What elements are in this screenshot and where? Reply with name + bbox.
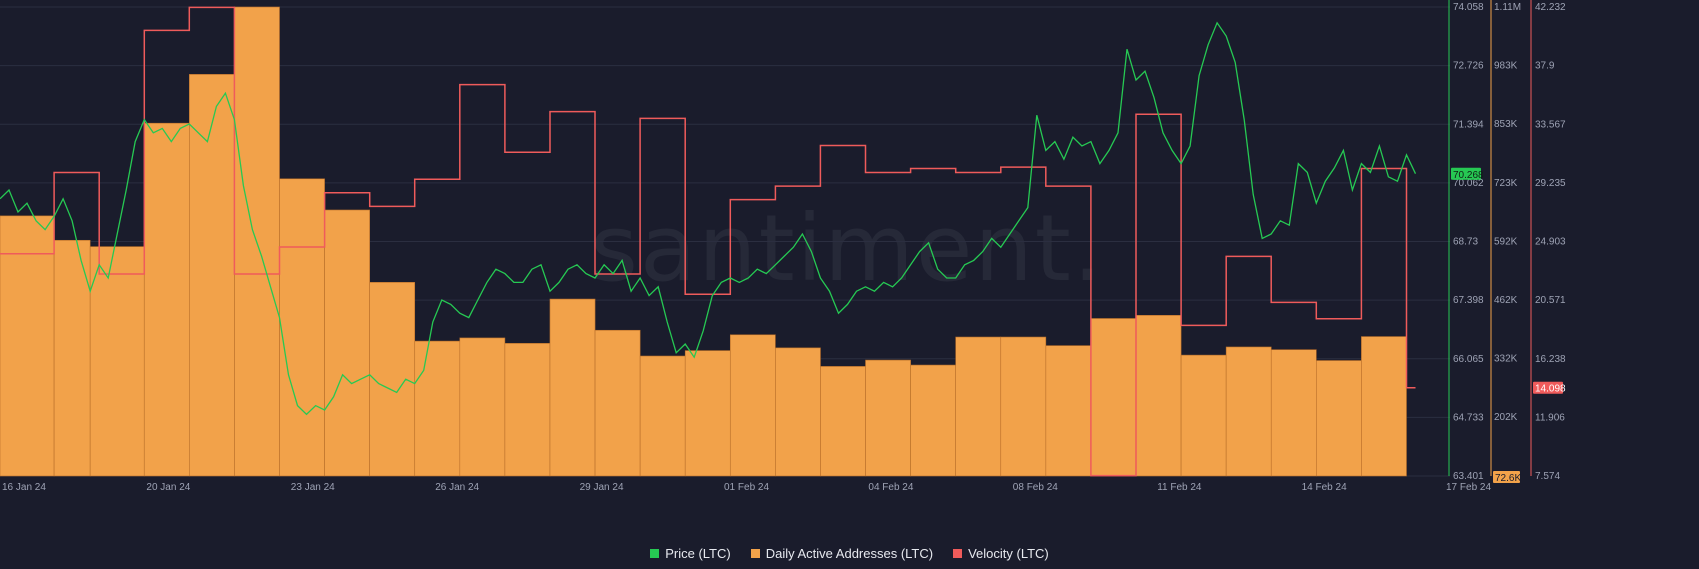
x-tick-label: 17 Feb 24 [1446, 482, 1491, 493]
daa-tick-label: 723K [1494, 178, 1518, 189]
legend-label: Price (LTC) [665, 546, 731, 561]
daa-bar [1180, 354, 1227, 477]
price-tick-label: 66.065 [1453, 354, 1484, 365]
daa-tick-label: 332K [1494, 354, 1518, 365]
daa-swatch-icon [750, 549, 760, 558]
price-tick-label: 63.401 [1453, 471, 1484, 482]
daa-tick-label: 202K [1494, 412, 1518, 423]
x-tick-label: 14 Feb 24 [1302, 482, 1347, 493]
daa-current-badge-bg [1493, 471, 1520, 483]
daa-bar [414, 340, 461, 477]
daa-bar [1270, 349, 1317, 477]
velocity-tick-label: 29.235 [1535, 178, 1566, 189]
daa-bar [1316, 360, 1362, 477]
daa-bar [910, 364, 956, 477]
daa-tick-label: 1.11M [1494, 2, 1521, 13]
daa-bar [1045, 345, 1092, 477]
legend: Price (LTC) Daily Active Addresses (LTC)… [0, 546, 1699, 561]
daa-bar [369, 282, 416, 477]
price-swatch-icon [650, 549, 660, 558]
daa-bar [594, 329, 641, 477]
daa-bar [459, 337, 506, 477]
daa-bar [143, 122, 190, 477]
daa-bar [1225, 346, 1272, 477]
velocity-current-badge: 14.098 [1535, 384, 1566, 395]
legend-item-price[interactable]: Price (LTC) [650, 546, 731, 561]
daa-bar [0, 215, 55, 477]
daa-bar [775, 347, 821, 477]
price-line [0, 21, 1417, 416]
daa-bars [0, 6, 1407, 477]
chart-canvas[interactable]: 74.058 72.726 71.394 70.062 68.73 67.398 66.06… [0, 0, 1699, 540]
velocity-tick-label: 37.9 [1535, 61, 1555, 72]
daa-tick-label: 983K [1494, 61, 1518, 72]
daa-bar [820, 366, 866, 477]
velocity-current-badge-bg [1533, 381, 1563, 394]
x-tick-label: 23 Jan 24 [291, 482, 335, 493]
price-tick-label: 64.733 [1453, 412, 1484, 423]
x-tick-label: 29 Jan 24 [580, 482, 624, 493]
velocity-line-layer [0, 6, 1416, 477]
price-tick-label: 74.058 [1453, 2, 1484, 13]
price-current-badge-bg [1451, 167, 1481, 180]
daa-current-badge: 72.6K [1495, 473, 1521, 484]
x-tick-label: 01 Feb 24 [724, 482, 769, 493]
daa-bar [324, 209, 370, 477]
legend-label: Daily Active Addresses (LTC) [765, 546, 934, 561]
daa-bar [1361, 336, 1407, 477]
price-line-layer [0, 21, 1417, 416]
x-tick-label: 11 Feb 24 [1157, 482, 1202, 493]
daa-bar [729, 334, 776, 477]
x-tick-label: 16 Jan 24 [2, 482, 46, 493]
velocity-tick-label: 24.903 [1535, 237, 1566, 248]
price-current-badge: 70.268 [1453, 170, 1484, 181]
velocity-tick-label: 7.574 [1535, 471, 1560, 482]
velocity-tick-label: 11.906 [1535, 412, 1565, 423]
axes-layer: 74.058 72.726 71.394 70.062 68.73 67.398 66.06… [2, 0, 1566, 493]
legend-label: Velocity (LTC) [968, 546, 1049, 561]
x-tick-label: 04 Feb 24 [868, 482, 913, 493]
daa-bar [549, 298, 596, 477]
velocity-tick-label: 33.567 [1535, 119, 1566, 130]
daa-bar [1000, 336, 1047, 477]
price-tick-label: 68.73 [1453, 237, 1478, 248]
velocity-tick-label: 20.571 [1535, 295, 1566, 306]
velocity-line [0, 6, 1416, 477]
velocity-tick-label: 42.232 [1535, 2, 1566, 13]
daa-bar [955, 336, 1002, 477]
daa-bar [639, 355, 686, 477]
price-tick-label: 67.398 [1453, 295, 1484, 306]
daa-bar [89, 246, 145, 477]
daa-bar [279, 178, 325, 477]
x-tick-label: 26 Jan 24 [435, 482, 479, 493]
legend-item-velocity[interactable]: Velocity (LTC) [953, 546, 1049, 561]
daa-bar [504, 343, 551, 477]
legend-item-daa[interactable]: Daily Active Addresses (LTC) [750, 546, 934, 561]
daa-bar [189, 74, 235, 477]
daa-bar [684, 350, 731, 477]
velocity-swatch-icon [953, 549, 963, 558]
velocity-tick-label: 16.238 [1535, 354, 1566, 365]
daa-bar [53, 239, 91, 477]
x-tick-label: 08 Feb 24 [1013, 482, 1058, 493]
price-tick-label: 71.394 [1453, 119, 1484, 130]
price-tick-label: 72.726 [1453, 61, 1484, 72]
daa-tick-label: 592K [1494, 236, 1518, 247]
x-tick-label: 20 Jan 24 [146, 482, 190, 493]
price-tick-label: 70.062 [1453, 178, 1484, 189]
daa-bar [1135, 315, 1182, 477]
daa-bar [1090, 318, 1137, 477]
daa-tick-label: 853K [1494, 119, 1518, 130]
daa-bar [865, 359, 911, 477]
daa-tick-label: 462K [1494, 295, 1518, 306]
